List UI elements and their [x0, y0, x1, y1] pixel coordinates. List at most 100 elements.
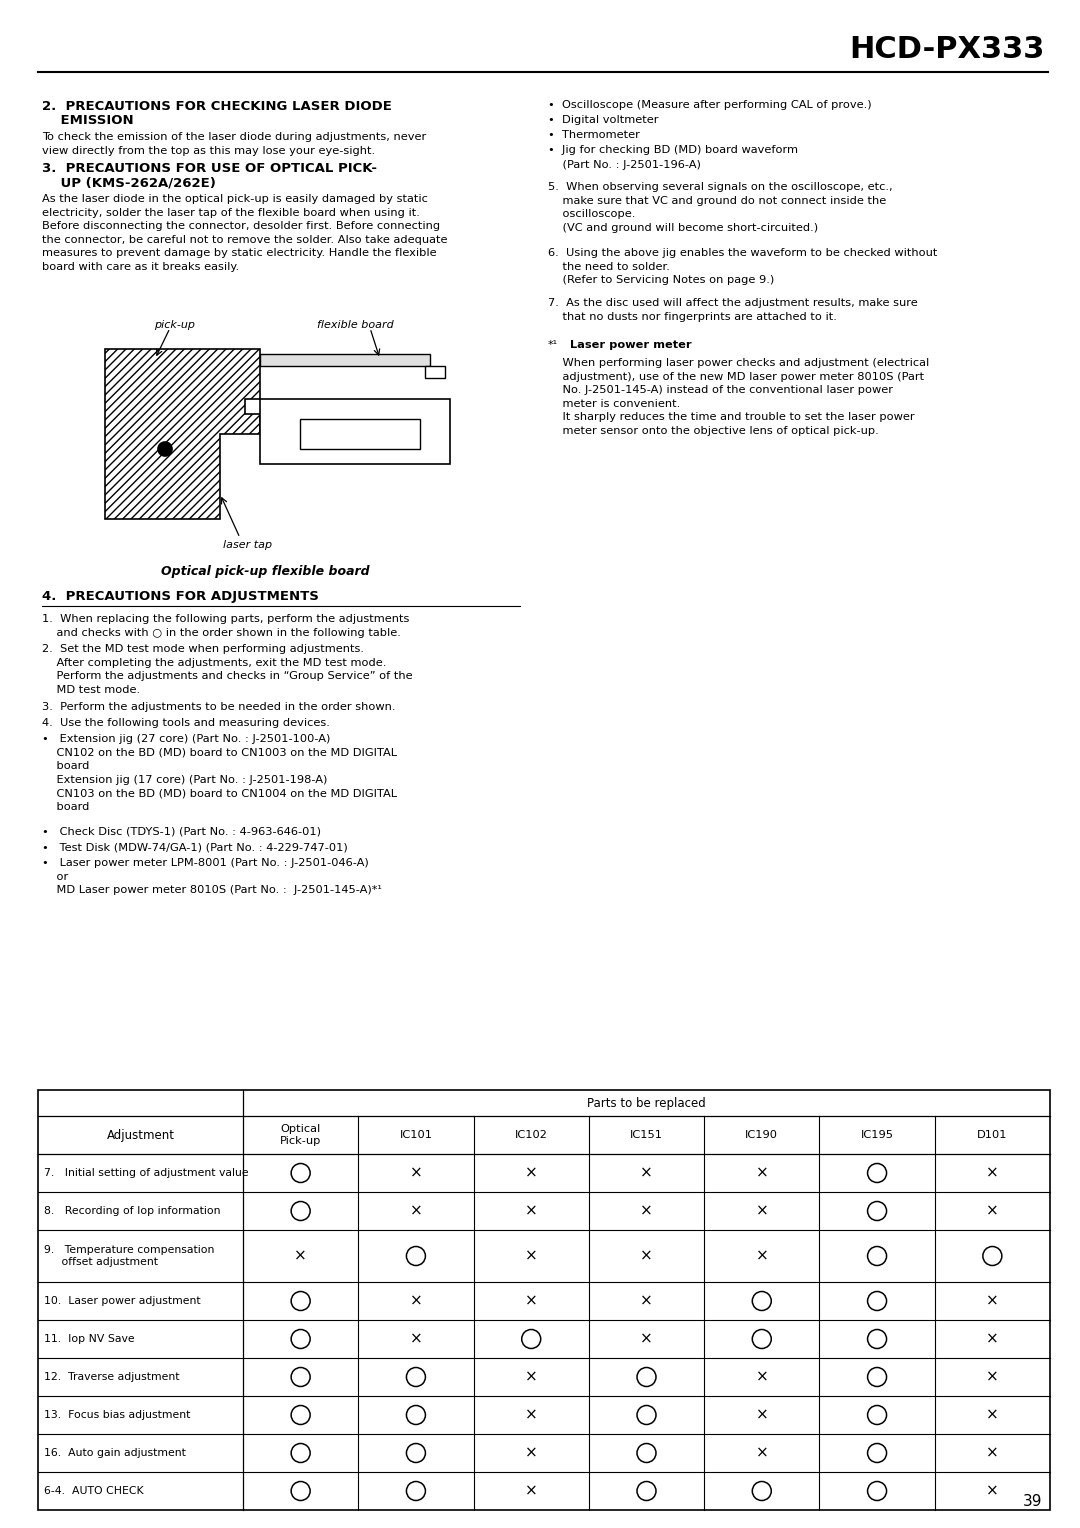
Text: •   Test Disk (MDW-74/GA-1) (Part No. : 4-229-747-01): • Test Disk (MDW-74/GA-1) (Part No. : 4-…: [42, 842, 348, 853]
Text: 2.  PRECAUTIONS FOR CHECKING LASER DIODE: 2. PRECAUTIONS FOR CHECKING LASER DIODE: [42, 99, 392, 113]
Circle shape: [292, 1368, 310, 1386]
Circle shape: [753, 1482, 771, 1500]
Text: •  Jig for checking BD (MD) board waveform: • Jig for checking BD (MD) board wavefor…: [548, 145, 798, 154]
Bar: [260, 399, 450, 465]
Text: Optical pick-up flexible board: Optical pick-up flexible board: [161, 565, 369, 578]
Text: ×: ×: [409, 1204, 422, 1218]
Text: •  Thermometer: • Thermometer: [548, 130, 639, 141]
Circle shape: [406, 1444, 426, 1462]
Text: 4.  PRECAUTIONS FOR ADJUSTMENTS: 4. PRECAUTIONS FOR ADJUSTMENTS: [42, 590, 319, 604]
Text: flexible board: flexible board: [316, 319, 393, 330]
Bar: [300, 419, 420, 449]
Text: ×: ×: [525, 1204, 538, 1218]
Text: To check the emission of the laser diode during adjustments, never
view directly: To check the emission of the laser diode…: [42, 131, 427, 156]
Circle shape: [406, 1482, 426, 1500]
Text: Parts to be replaced: Parts to be replaced: [588, 1097, 706, 1109]
Circle shape: [406, 1368, 426, 1386]
Text: •  Oscilloscope (Measure after performing CAL of prove.): • Oscilloscope (Measure after performing…: [548, 99, 872, 110]
Text: ×: ×: [755, 1369, 768, 1384]
Text: ×: ×: [986, 1204, 999, 1218]
Circle shape: [158, 442, 172, 455]
Text: ×: ×: [525, 1445, 538, 1461]
Circle shape: [867, 1163, 887, 1183]
Text: 1.  When replacing the following parts, perform the adjustments
    and checks w: 1. When replacing the following parts, p…: [42, 614, 409, 637]
Text: ×: ×: [986, 1331, 999, 1346]
Circle shape: [406, 1247, 426, 1265]
Text: ×: ×: [640, 1248, 653, 1264]
Circle shape: [753, 1329, 771, 1349]
Circle shape: [867, 1247, 887, 1265]
Text: 3.  PRECAUTIONS FOR USE OF OPTICAL PICK-: 3. PRECAUTIONS FOR USE OF OPTICAL PICK-: [42, 162, 377, 176]
Text: laser tap: laser tap: [224, 539, 272, 550]
Text: ×: ×: [986, 1484, 999, 1499]
Text: 4.  Use the following tools and measuring devices.: 4. Use the following tools and measuring…: [42, 718, 329, 727]
Text: ×: ×: [640, 1294, 653, 1308]
Text: 12.  Traverse adjustment: 12. Traverse adjustment: [44, 1372, 179, 1381]
Circle shape: [637, 1406, 656, 1424]
Text: As the laser diode in the optical pick-up is easily damaged by static
electricit: As the laser diode in the optical pick-u…: [42, 194, 447, 272]
Text: ×: ×: [986, 1166, 999, 1181]
Text: ×: ×: [755, 1204, 768, 1218]
Text: EMISSION: EMISSION: [42, 115, 134, 127]
Text: 7.  As the disc used will affect the adjustment results, make sure
    that no d: 7. As the disc used will affect the adju…: [548, 298, 918, 321]
Circle shape: [867, 1406, 887, 1424]
Text: 11.  Iop NV Save: 11. Iop NV Save: [44, 1334, 135, 1345]
Text: ×: ×: [986, 1407, 999, 1423]
Text: 9.   Temperature compensation
     offset adjustment: 9. Temperature compensation offset adjus…: [44, 1245, 214, 1267]
Text: ×: ×: [525, 1294, 538, 1308]
Circle shape: [292, 1329, 310, 1349]
Text: D101: D101: [977, 1131, 1008, 1140]
Text: 8.   Recording of Iop information: 8. Recording of Iop information: [44, 1206, 220, 1216]
Circle shape: [637, 1444, 656, 1462]
Text: ×: ×: [755, 1445, 768, 1461]
Text: IC102: IC102: [515, 1131, 548, 1140]
Circle shape: [292, 1163, 310, 1183]
Circle shape: [867, 1482, 887, 1500]
Circle shape: [753, 1291, 771, 1311]
Text: ×: ×: [525, 1166, 538, 1181]
Text: ×: ×: [525, 1407, 538, 1423]
Text: (Part No. : J-2501-196-A): (Part No. : J-2501-196-A): [548, 160, 701, 170]
Text: ×: ×: [525, 1369, 538, 1384]
Text: ×: ×: [409, 1331, 422, 1346]
Circle shape: [292, 1406, 310, 1424]
Text: pick-up: pick-up: [154, 319, 195, 330]
Text: Optical
Pick-up: Optical Pick-up: [280, 1123, 322, 1146]
Circle shape: [983, 1247, 1002, 1265]
Text: ×: ×: [986, 1294, 999, 1308]
Text: •  Digital voltmeter: • Digital voltmeter: [548, 115, 659, 125]
Text: ×: ×: [409, 1166, 422, 1181]
Text: IC101: IC101: [400, 1131, 432, 1140]
Bar: [38, 1089, 1050, 1510]
Text: 16.  Auto gain adjustment: 16. Auto gain adjustment: [44, 1449, 186, 1458]
Text: ×: ×: [755, 1407, 768, 1423]
Polygon shape: [105, 348, 260, 520]
Text: 5.  When observing several signals on the oscilloscope, etc.,
    make sure that: 5. When observing several signals on the…: [548, 182, 893, 232]
Circle shape: [867, 1444, 887, 1462]
Text: ×: ×: [755, 1248, 768, 1264]
Text: 6-4.  AUTO CHECK: 6-4. AUTO CHECK: [44, 1487, 144, 1496]
Text: ×: ×: [640, 1166, 653, 1181]
Circle shape: [292, 1201, 310, 1221]
Text: ×: ×: [294, 1248, 307, 1264]
Circle shape: [522, 1329, 541, 1349]
Text: IC151: IC151: [630, 1131, 663, 1140]
Text: ×: ×: [640, 1331, 653, 1346]
Circle shape: [406, 1406, 426, 1424]
Text: Adjustment: Adjustment: [107, 1129, 175, 1141]
Circle shape: [637, 1482, 656, 1500]
Circle shape: [637, 1368, 656, 1386]
Text: HCD-PX333: HCD-PX333: [850, 35, 1045, 64]
Text: 3.  Perform the adjustments to be needed in the order shown.: 3. Perform the adjustments to be needed …: [42, 701, 395, 712]
Text: *¹: *¹: [548, 341, 558, 350]
Text: ×: ×: [525, 1484, 538, 1499]
Circle shape: [867, 1368, 887, 1386]
Text: 39: 39: [1023, 1494, 1042, 1510]
Text: ×: ×: [525, 1248, 538, 1264]
Text: IC195: IC195: [861, 1131, 893, 1140]
Text: ×: ×: [409, 1294, 422, 1308]
Text: 10.  Laser power adjustment: 10. Laser power adjustment: [44, 1296, 201, 1306]
Text: ×: ×: [755, 1166, 768, 1181]
Text: UP (KMS-262A/262E): UP (KMS-262A/262E): [42, 176, 216, 189]
Text: •   Check Disc (TDYS-1) (Part No. : 4-963-646-01): • Check Disc (TDYS-1) (Part No. : 4-963-…: [42, 827, 321, 836]
